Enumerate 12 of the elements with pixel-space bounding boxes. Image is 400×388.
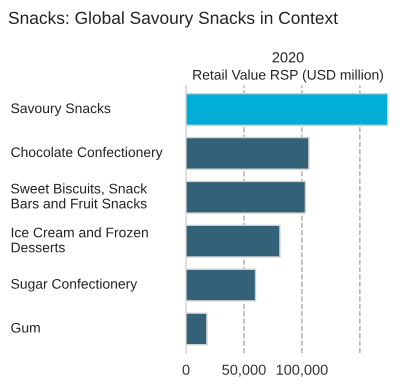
x-tick-label: 100,000 [276, 364, 328, 377]
y-tick-label: Savoury Snacks [11, 103, 110, 116]
y-tick-label: Sweet Biscuits, Snack Bars and Fruit Snacks [11, 183, 148, 208]
x-tick-label: 50,000 [222, 364, 266, 377]
chart-title: Snacks: Global Savoury Snacks in Context [8, 11, 338, 28]
y-tick-label: Ice Cream and Frozen Desserts [12, 227, 148, 252]
y-tick-label: Gum [11, 322, 40, 333]
y-tick-label: Sugar Confectionery [11, 278, 138, 292]
y-tick-label: Chocolate Confectionery [11, 146, 163, 160]
x-axis-title: Retail Value RSP (USD million) [193, 70, 383, 82]
x-tick-label: 0 [182, 364, 190, 375]
chart-subtitle: 2020 [272, 52, 304, 63]
